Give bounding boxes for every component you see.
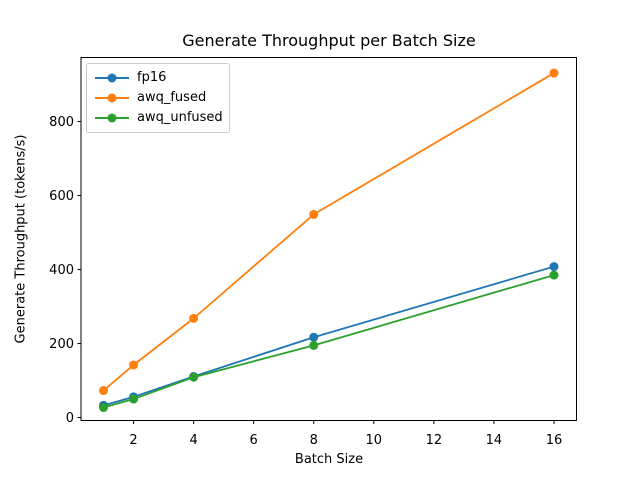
data-point-awq_fused-x16 (549, 68, 559, 78)
data-point-awq_fused-x2 (129, 360, 139, 370)
y-tick-label: 400 (49, 263, 74, 278)
legend: fp16 awq_fused awq_unfused (86, 63, 230, 133)
data-point-awq_fused-x4 (189, 313, 199, 323)
x-tick-label: 4 (189, 433, 197, 448)
legend-marker-icon (95, 73, 129, 83)
legend-label: awq_fused (137, 90, 207, 105)
data-point-awq_unfused-x4 (189, 372, 199, 382)
data-point-awq_unfused-x8 (309, 340, 319, 350)
data-point-awq_fused-x8 (309, 209, 319, 219)
series-line-awq_unfused (103, 274, 555, 409)
data-point-fp16-x8 (309, 332, 319, 342)
x-tick-label: 16 (546, 433, 563, 448)
legend-item-fp16: fp16 (87, 68, 229, 88)
y-tick-label: 600 (49, 189, 74, 204)
data-point-awq_unfused-x16 (549, 270, 559, 280)
x-tick-label: 12 (426, 433, 443, 448)
legend-label: awq_unfused (137, 110, 223, 125)
x-tick-label: 2 (129, 433, 137, 448)
data-point-awq_unfused-x1 (99, 403, 109, 413)
data-point-awq_unfused-x2 (129, 394, 139, 404)
x-tick-label: 10 (366, 433, 383, 448)
legend-item-awq_fused: awq_fused (87, 88, 229, 108)
legend-label: fp16 (137, 70, 167, 85)
x-axis-label: Batch Size (294, 452, 364, 467)
x-tick-label: 14 (486, 433, 503, 448)
axes-frame (80, 57, 577, 421)
data-point-fp16-x16 (549, 262, 559, 272)
data-point-awq_fused-x1 (99, 386, 109, 396)
legend-item-awq_unfused: awq_unfused (87, 108, 229, 128)
x-tick-label: 8 (310, 433, 318, 448)
legend-marker-icon (95, 113, 129, 123)
legend-marker-icon (95, 93, 129, 103)
x-tick-label: 6 (250, 433, 258, 448)
y-tick-label: 0 (66, 411, 74, 426)
chart-title: Generate Throughput per Batch Size (182, 31, 476, 50)
y-tick-label: 200 (49, 337, 74, 352)
y-axis-label: Generate Throughput (tokens/s) (13, 134, 29, 344)
y-tick-label: 800 (49, 115, 74, 130)
